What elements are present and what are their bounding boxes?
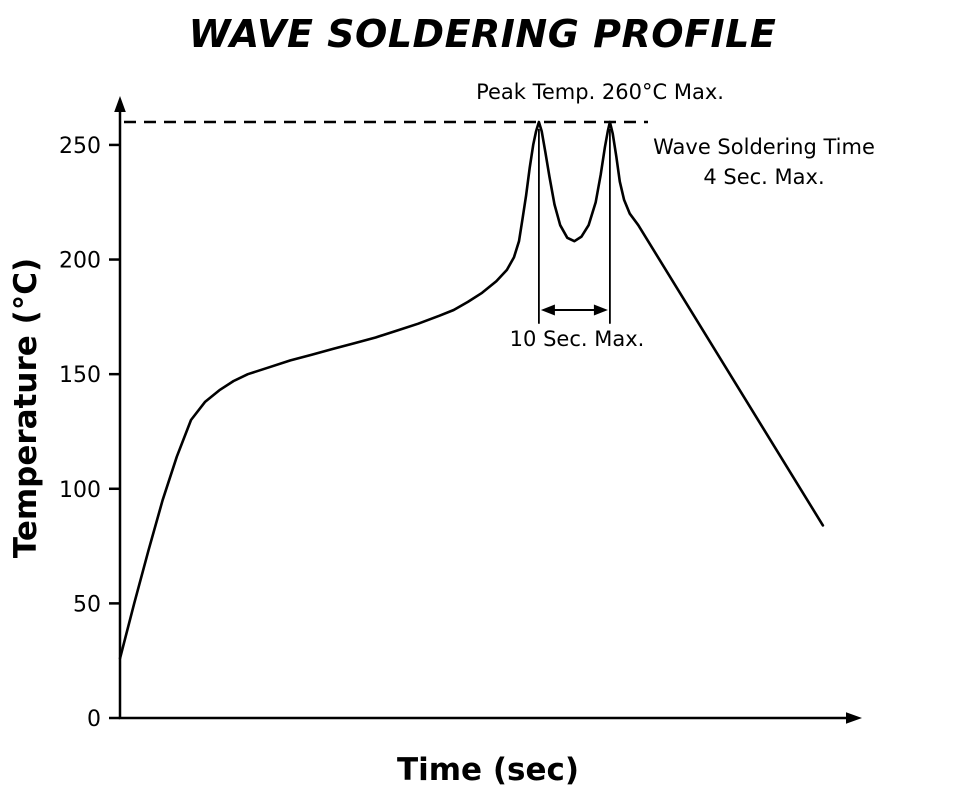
- span-arrowhead-left: [540, 304, 555, 316]
- y-tick-label: 250: [59, 134, 101, 159]
- y-axis-arrow: [114, 96, 126, 112]
- wave-time-annotation-line2: 4 Sec. Max.: [703, 165, 825, 190]
- y-tick-label: 200: [59, 249, 101, 274]
- y-axis-label: Temperature (°C): [8, 257, 44, 559]
- y-tick-label: 150: [59, 363, 101, 388]
- span-arrowhead-right: [593, 304, 608, 316]
- y-tick-label: 0: [87, 707, 101, 732]
- dwell-span-annotation: 10 Sec. Max.: [509, 327, 645, 351]
- peak-temp-annotation: Peak Temp. 260°C Max.: [476, 80, 724, 104]
- temperature-curve: [118, 120, 825, 660]
- y-tick-label: 50: [73, 592, 101, 617]
- wave-soldering-time-annotation: Wave Soldering Time 4 Sec. Max.: [653, 132, 875, 193]
- y-tick-label: 100: [59, 478, 101, 503]
- x-axis-label: Time (sec): [396, 752, 580, 788]
- wave-time-annotation-line1: Wave Soldering Time: [653, 135, 875, 159]
- chart-title: WAVE SOLDERING PROFILE: [188, 12, 777, 56]
- x-axis-arrow: [846, 712, 862, 724]
